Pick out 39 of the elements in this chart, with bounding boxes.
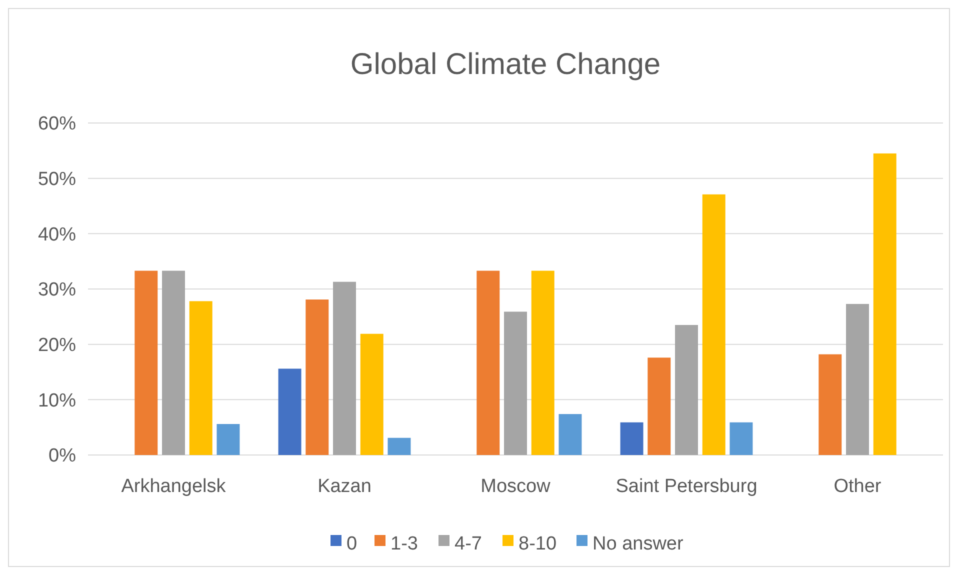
bar [873, 153, 896, 455]
y-tick-label: 60% [38, 114, 76, 135]
bar [846, 304, 869, 455]
y-tick-label: 50% [38, 168, 76, 190]
y-tick-label: 20% [38, 334, 76, 356]
legend-label: 1-3 [390, 534, 418, 555]
bar [476, 270, 500, 455]
x-tick-label: Kazan [318, 476, 372, 497]
bar [558, 414, 582, 455]
bar [818, 354, 842, 455]
y-tick-label: 40% [38, 224, 76, 246]
legend-label: No answer [592, 534, 684, 555]
x-tick-label: Saint Petersburg [616, 476, 758, 497]
x-tick-label: Other [834, 476, 882, 497]
y-tick-label: 10% [38, 390, 76, 412]
y-tick-label: 0% [48, 446, 76, 467]
legend-label: 8-10 [518, 534, 557, 555]
bar [620, 422, 644, 455]
x-tick-label: Arkhangelsk [121, 476, 226, 497]
bar [162, 270, 185, 455]
bar [278, 368, 302, 455]
bar [333, 282, 356, 455]
legend-label: 0 [346, 534, 358, 555]
bar [306, 300, 329, 455]
bar [702, 194, 726, 455]
x-tick-label: Moscow [480, 476, 551, 497]
bar [648, 358, 671, 455]
bar [730, 422, 753, 455]
bar [216, 424, 240, 455]
bar [531, 270, 554, 455]
y-tick-label: 30% [38, 280, 76, 301]
bar [360, 334, 384, 455]
bar [388, 438, 411, 455]
bar [134, 270, 158, 455]
chart-title: Global Climate Change [350, 48, 661, 81]
bar [504, 312, 527, 455]
bar [675, 324, 698, 455]
legend-label: 4-7 [454, 534, 482, 555]
bar [189, 301, 212, 455]
